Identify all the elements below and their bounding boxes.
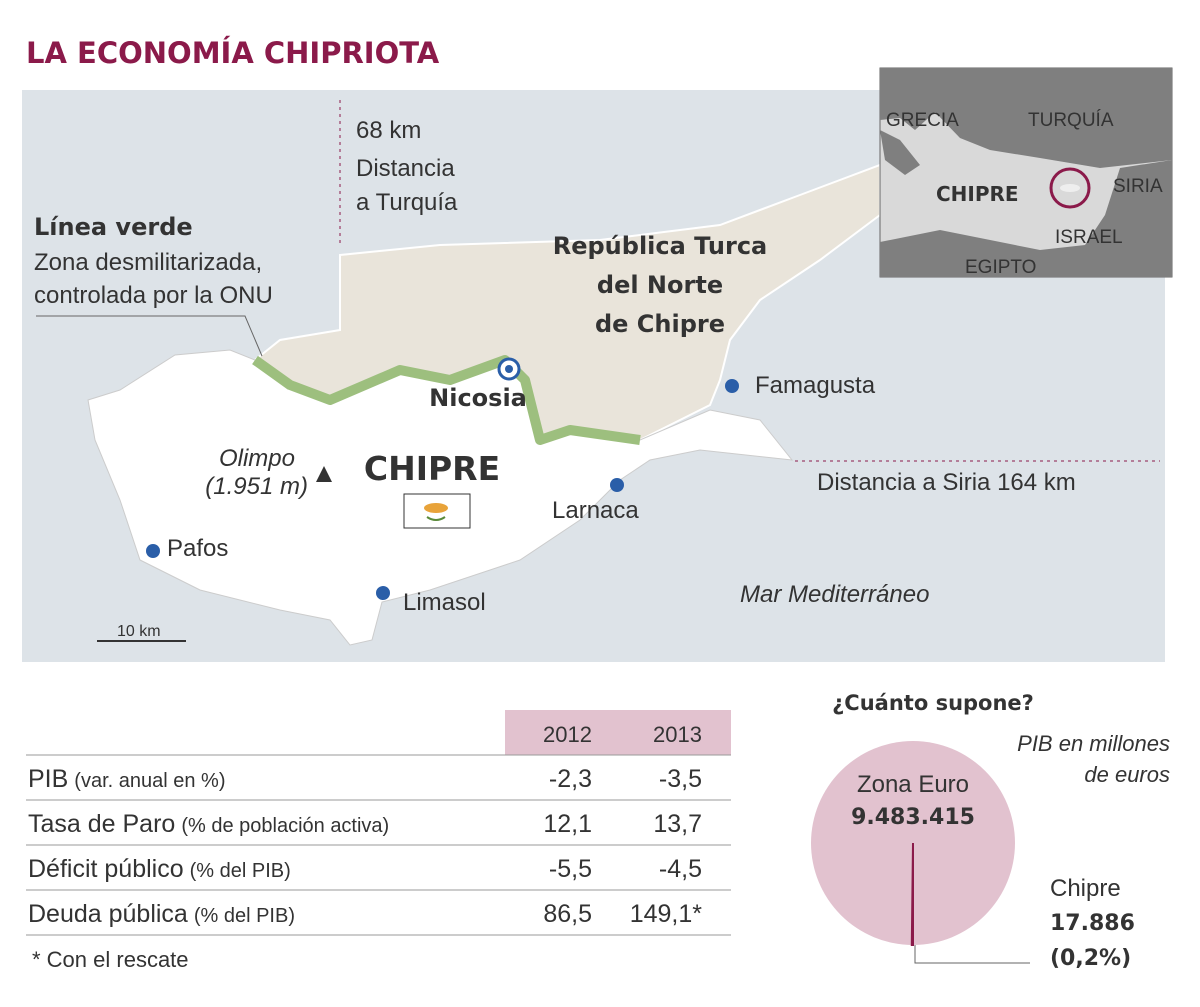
footnote: * Con el rescate <box>32 947 189 972</box>
row-label: Déficit público (% del PIB) <box>28 855 291 883</box>
inset-label: TURQUÍA <box>1028 110 1114 131</box>
leader-line <box>36 315 263 357</box>
map-label: de Chipre <box>595 310 725 338</box>
map-label: Mar Mediterráneo <box>740 581 929 608</box>
map-label: Olimpo <box>219 445 295 472</box>
city-marker <box>146 544 160 558</box>
inset-label: ISRAEL <box>1055 227 1123 248</box>
cell: -2,3 <box>549 765 592 793</box>
map-label: Línea verde <box>34 213 193 241</box>
table-header <box>505 710 731 755</box>
leader-line <box>914 945 1030 964</box>
column-header: 2012 <box>543 722 592 747</box>
row-label-unit: (% del PIB) <box>194 905 295 927</box>
cell: -5,5 <box>549 855 592 883</box>
mountain-marker <box>316 466 332 482</box>
value-label: 9.483.415 <box>851 805 975 830</box>
green-line <box>252 355 641 445</box>
row-label-unit: (% de población activa) <box>181 815 389 837</box>
row-label: Tasa de Paro (% de población activa) <box>28 810 389 838</box>
city-label: Limasol <box>403 589 486 616</box>
map-label: del Norte <box>597 271 723 299</box>
chart-subtitle: PIB en millones <box>1017 731 1170 756</box>
cell: 13,7 <box>653 810 702 838</box>
cell: 149,1* <box>630 900 703 928</box>
map-label: República Turca <box>553 232 768 260</box>
column-header: 2013 <box>653 722 702 747</box>
slice-label: Zona Euro <box>857 771 969 798</box>
map-label: Distancia a Siria 164 km <box>817 469 1076 496</box>
share-label: (0,2%) <box>1050 946 1131 971</box>
inset-highlight <box>1049 167 1091 209</box>
row-label-main: Déficit público <box>28 855 184 883</box>
map-label: controlada por la ONU <box>34 282 273 309</box>
pie-chart: Zona Euro 9.483.415 Chipre 17.886 (0,2%) <box>811 741 1135 971</box>
scale-label: 10 km <box>117 623 161 640</box>
inset-cyprus <box>1060 184 1080 192</box>
cell: 12,1 <box>543 810 592 838</box>
inset-label: GRECIA <box>886 110 959 131</box>
cell: -3,5 <box>659 765 702 793</box>
inset-land <box>880 160 1172 277</box>
row-label-unit: (var. anual en %) <box>74 770 225 792</box>
inset-land <box>880 68 1172 168</box>
inset-label: CHIPRE <box>936 182 1019 206</box>
map-label: CHIPRE <box>364 449 500 488</box>
city-marker <box>376 586 390 600</box>
row-label-main: PIB <box>28 765 68 793</box>
pie-slice <box>910 842 914 947</box>
title: LA ECONOMÍA CHIPRIOTA <box>26 36 440 70</box>
row-label-main: Deuda pública <box>28 900 188 928</box>
chart-subtitle: de euros <box>1084 762 1170 787</box>
row-label: Deuda pública (% del PIB) <box>28 900 295 928</box>
row-label: PIB (var. anual en %) <box>28 765 226 793</box>
flag <box>426 516 446 521</box>
city-label: Famagusta <box>755 372 876 399</box>
city-marker <box>610 478 624 492</box>
map-label: 68 km <box>356 117 421 144</box>
city-label: Larnaca <box>552 497 639 524</box>
capital-marker <box>505 365 513 373</box>
inset-label: EGIPTO <box>965 257 1036 278</box>
map-label: (1.951 m) <box>205 473 308 500</box>
city-label: Pafos <box>167 535 228 562</box>
chart-title: ¿Cuánto supone? <box>832 691 1034 715</box>
inset-land <box>880 130 920 175</box>
flag <box>424 503 448 513</box>
city-marker <box>725 379 739 393</box>
map-label: a Turquía <box>356 189 458 216</box>
city-label: Nicosia <box>429 384 527 412</box>
inset-label: SIRIA <box>1113 176 1163 197</box>
cell: -4,5 <box>659 855 702 883</box>
map-label: Distancia <box>356 155 455 182</box>
value-label: 17.886 <box>1050 911 1135 936</box>
table: 2012 2013 PIB (var. anual en %) -2,3 -3,5 Tasa… <box>26 722 731 936</box>
row-label-unit: (% del PIB) <box>190 860 291 882</box>
cell: 86,5 <box>543 900 592 928</box>
slice-label: Chipre <box>1050 875 1121 902</box>
row-label-main: Tasa de Paro <box>28 810 175 838</box>
map-label: Zona desmilitarizada, <box>34 249 262 276</box>
